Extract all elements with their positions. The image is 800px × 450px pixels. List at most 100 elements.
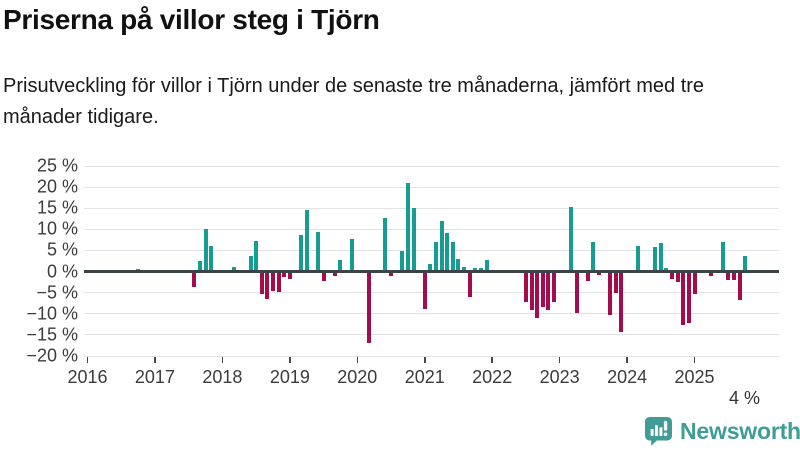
bar-2017-11 bbox=[209, 246, 214, 272]
bar-2021-08 bbox=[462, 267, 467, 272]
bar-2022-08 bbox=[529, 271, 534, 310]
y-tick-label: −10 % bbox=[26, 303, 78, 324]
newsworthy-logo-text: Newsworthy bbox=[680, 417, 800, 444]
x-tick-label: 2017 bbox=[134, 367, 175, 387]
bar-2023-08 bbox=[596, 271, 601, 276]
bar-2021-06 bbox=[450, 242, 455, 272]
bar-2021-02 bbox=[428, 263, 433, 272]
bar-2019-12 bbox=[349, 238, 354, 272]
bar-2020-03 bbox=[366, 271, 371, 344]
zero-axis-line bbox=[84, 270, 779, 273]
x-tick bbox=[356, 357, 359, 363]
gridline bbox=[84, 355, 779, 357]
bar-2019-01 bbox=[287, 271, 292, 280]
y-tick-label: −5 % bbox=[36, 282, 78, 303]
y-tick-label: 20 % bbox=[36, 176, 78, 197]
y-tick-label: 25 % bbox=[36, 155, 78, 176]
bar-2021-07 bbox=[456, 259, 461, 272]
bar-2018-03 bbox=[231, 267, 236, 272]
bar-2021-03 bbox=[433, 242, 438, 272]
x-tick bbox=[558, 357, 561, 363]
y-tick-label: 15 % bbox=[36, 197, 78, 218]
bar-2024-12 bbox=[686, 271, 691, 324]
page-title: Priserna på villor steg i Tjörn bbox=[3, 4, 380, 35]
bar-2021-05 bbox=[445, 233, 450, 272]
bar-2017-10 bbox=[203, 229, 208, 272]
bar-2021-12 bbox=[484, 259, 489, 272]
bar-2017-09 bbox=[197, 261, 202, 272]
chart-subtitle: Prisutveckling för villor i Tjörn under … bbox=[3, 75, 705, 128]
bar-2023-12 bbox=[619, 271, 624, 332]
bar-2024-09 bbox=[670, 271, 675, 280]
bar-2020-10 bbox=[405, 182, 410, 272]
bar-2024-10 bbox=[675, 271, 680, 283]
bar-2025-10 bbox=[743, 255, 748, 272]
bar-2023-10 bbox=[608, 271, 613, 315]
x-tick-label: 2020 bbox=[337, 367, 378, 387]
bar-2025-06 bbox=[720, 242, 725, 272]
last-value-annotation: 4 % bbox=[729, 388, 761, 408]
x-tick-label: 2021 bbox=[404, 367, 445, 387]
bar-2023-07 bbox=[591, 242, 596, 272]
bar-2024-11 bbox=[681, 271, 686, 326]
y-tick-label: 10 % bbox=[36, 218, 78, 239]
bar-2023-04 bbox=[574, 271, 579, 313]
bar-2018-07 bbox=[254, 241, 259, 272]
bar-2021-01 bbox=[422, 271, 427, 309]
x-tick bbox=[491, 357, 493, 363]
bar-2020-09 bbox=[400, 251, 405, 272]
x-tick-label: 2022 bbox=[472, 367, 513, 387]
x-tick-label: 2023 bbox=[539, 367, 580, 387]
bar-2019-09 bbox=[332, 271, 337, 276]
bar-2024-03 bbox=[636, 246, 641, 272]
gridline bbox=[84, 249, 779, 251]
x-tick-label: 2016 bbox=[67, 367, 108, 387]
x-tick-label: 2025 bbox=[674, 367, 715, 387]
bar-2024-08 bbox=[664, 267, 669, 272]
bar-2022-12 bbox=[552, 271, 557, 302]
newsworthy-logo: Newsworthy bbox=[644, 416, 800, 446]
y-tick-label: 0 % bbox=[46, 261, 78, 282]
gridline bbox=[84, 334, 779, 336]
x-tick bbox=[693, 357, 696, 363]
bar-2023-11 bbox=[613, 271, 618, 293]
gridline bbox=[84, 313, 779, 315]
bar-2024-06 bbox=[653, 246, 658, 272]
bar-2024-07 bbox=[658, 242, 663, 272]
bar-2020-11 bbox=[411, 208, 416, 272]
gridline bbox=[84, 292, 779, 294]
bar-2022-10 bbox=[540, 271, 545, 308]
plot-area bbox=[84, 165, 779, 357]
y-tick-label: 5 % bbox=[46, 239, 78, 260]
bar-2021-11 bbox=[478, 268, 483, 272]
bar-2018-06 bbox=[248, 255, 253, 272]
y-tick-label: −20 % bbox=[26, 345, 78, 366]
x-tick-label: 2024 bbox=[607, 367, 648, 387]
bar-2022-09 bbox=[535, 271, 540, 318]
y-tick-label: −15 % bbox=[26, 324, 78, 345]
x-tick bbox=[626, 357, 628, 363]
x-tick bbox=[154, 357, 156, 363]
bar-2020-06 bbox=[383, 217, 388, 272]
bar-2019-03 bbox=[299, 235, 304, 272]
bar-2019-07 bbox=[321, 271, 326, 281]
bar-2018-10 bbox=[270, 271, 275, 291]
bar-2018-09 bbox=[265, 271, 270, 299]
bar-2017-08 bbox=[192, 271, 197, 287]
bar-2025-04 bbox=[709, 271, 714, 276]
x-tick bbox=[289, 357, 291, 363]
gridline bbox=[84, 207, 779, 209]
gridline bbox=[84, 165, 779, 167]
bar-2025-09 bbox=[737, 271, 742, 301]
bar-2023-03 bbox=[568, 207, 573, 272]
bar-2020-07 bbox=[389, 271, 394, 276]
bar-2018-12 bbox=[282, 271, 287, 278]
bar-2025-08 bbox=[731, 271, 736, 281]
bar-2019-06 bbox=[315, 231, 320, 272]
bar-2025-07 bbox=[726, 271, 731, 280]
bar-2018-11 bbox=[276, 271, 281, 292]
bar-2022-11 bbox=[546, 271, 551, 310]
x-tick-label: 2019 bbox=[269, 367, 310, 387]
x-tick bbox=[86, 357, 89, 363]
bar-2025-01 bbox=[692, 271, 697, 294]
